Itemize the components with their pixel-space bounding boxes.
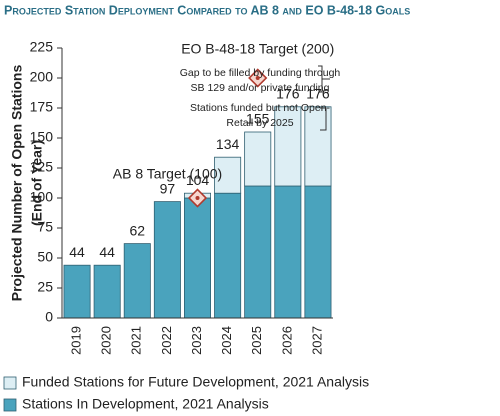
y-axis-label: (End of Year) (29, 140, 45, 226)
bar-funded-future (214, 156, 242, 194)
target-dot (195, 196, 200, 200)
target-label: EO B-48-18 Target (200) (181, 41, 334, 57)
total-label: 44 (99, 244, 115, 260)
chart-title: Projected Station Deployment Compared to… (4, 3, 410, 17)
total-label: 97 (160, 180, 176, 196)
legend-label: Stations In Development, 2021 Analysis (22, 396, 269, 412)
legend-label: Funded Stations for Future Development, … (22, 374, 369, 390)
bar-in-development (153, 201, 181, 319)
bar-funded-future (274, 106, 302, 187)
total-label: 176 (276, 86, 300, 102)
bar-funded-future (244, 131, 272, 187)
x-tick-label: 2026 (279, 326, 294, 355)
y-tick-label: 225 (30, 39, 54, 55)
y-tick-label: 50 (37, 249, 53, 265)
total-label: 44 (69, 244, 85, 260)
annotation: SB 129 and/or private funding (191, 82, 330, 94)
bar-in-development (214, 192, 242, 319)
total-label: 134 (216, 136, 240, 152)
bar-in-development (93, 264, 121, 319)
bar-in-development (304, 185, 332, 319)
y-tick-label: 0 (45, 309, 53, 325)
y-axis-label: Projected Number of Open Stations (9, 65, 25, 302)
total-label: 155 (246, 111, 270, 127)
y-tick-label: 25 (37, 279, 53, 295)
x-tick-label: 2020 (99, 326, 114, 355)
x-tick-label: 2027 (309, 326, 324, 355)
bar-in-development (274, 185, 302, 319)
bar-funded-future (304, 106, 332, 187)
y-tick-label: 100 (30, 189, 54, 205)
x-tick-label: 2025 (249, 326, 264, 355)
total-label: 176 (306, 86, 330, 102)
legend-swatch (3, 376, 17, 390)
y-tick-label: 200 (30, 69, 54, 85)
y-tick-label: 75 (37, 219, 53, 235)
target-label: AB 8 Target (100) (113, 166, 222, 182)
x-tick-label: 2024 (219, 326, 234, 355)
y-tick-label: 125 (30, 159, 54, 175)
bar-in-development (244, 185, 272, 319)
bar-in-development (123, 243, 151, 319)
x-tick-label: 2019 (68, 326, 83, 355)
bar-in-development (63, 264, 91, 319)
y-tick-label: 175 (30, 99, 54, 115)
annotation-bracket (318, 65, 330, 93)
total-label: 62 (129, 222, 145, 238)
target-dot (255, 76, 260, 80)
bar-in-development (184, 197, 211, 319)
annotation-bracket (320, 107, 327, 131)
x-tick-label: 2023 (189, 326, 204, 355)
legend-swatch (3, 398, 17, 412)
total-label: 104 (186, 172, 210, 188)
annotation: Retail by 2025 (226, 117, 293, 129)
annotation: Gap to be filled by funding through (180, 67, 341, 79)
y-tick-label: 150 (30, 129, 54, 145)
annotation: Stations funded but not Open- (190, 102, 331, 114)
x-tick-label: 2021 (129, 326, 144, 355)
x-tick-label: 2022 (159, 326, 174, 355)
